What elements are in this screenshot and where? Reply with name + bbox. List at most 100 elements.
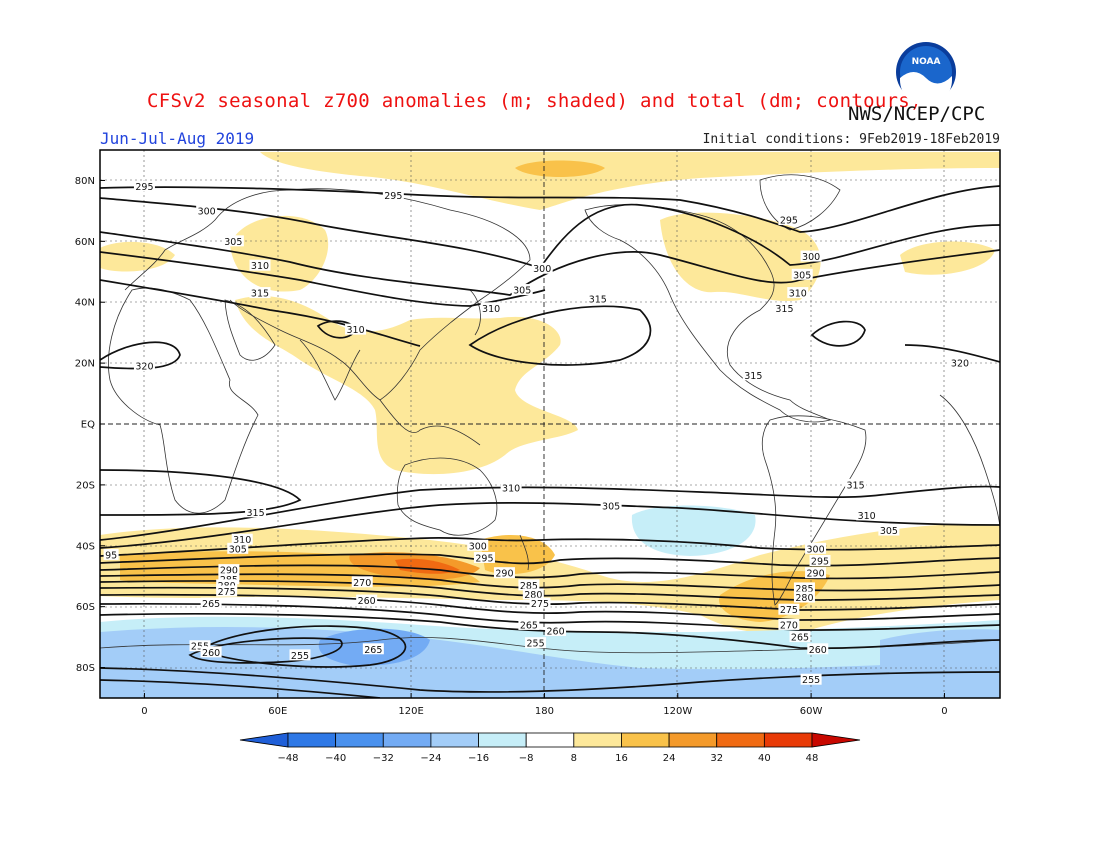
contour-label-bg — [200, 646, 222, 658]
colorbar-segment — [382, 732, 432, 748]
lon-tick-label: 180 — [535, 706, 554, 717]
contour-label-bg — [218, 573, 240, 585]
contour-label: 315 — [775, 304, 793, 315]
coast-india — [299, 339, 361, 401]
colorbar-tick-label: −32 — [373, 753, 394, 764]
contour-label-bg — [493, 567, 515, 579]
contour-label-bg — [525, 637, 547, 649]
coast-new-zealand — [519, 534, 529, 571]
anomaly-north-america — [660, 212, 821, 302]
contour-285-south — [100, 573, 1000, 592]
coast-arabia — [224, 299, 276, 361]
lat-tick-label: 20S — [76, 480, 95, 491]
anomaly-arctic-band — [260, 152, 1000, 210]
coast-asia — [229, 188, 531, 401]
contour-label-bg — [949, 357, 971, 369]
contour-315-north — [100, 279, 421, 347]
coast-australia — [396, 457, 498, 536]
contour-label-bg — [133, 360, 155, 372]
contour-label: 295 — [780, 216, 798, 227]
contour-label: 315 — [251, 289, 269, 300]
contour-label: 300 — [806, 544, 824, 555]
lat-tick-label: 60S — [76, 602, 95, 613]
contour-label: 275 — [218, 587, 236, 598]
contour-label: 285 — [795, 584, 813, 595]
contour-label-bg — [231, 533, 253, 545]
contour-label: 310 — [789, 289, 807, 300]
contour-label: 295 — [135, 182, 153, 193]
coast-europe — [124, 189, 291, 291]
colorbar-tick-label: −8 — [519, 753, 534, 764]
contour-label: 305 — [224, 237, 242, 248]
contour-label: 275 — [780, 605, 798, 616]
colorbar-tick-label: −16 — [468, 753, 489, 764]
contour-label: 305 — [602, 502, 620, 513]
coast-se-asia — [379, 399, 481, 446]
contour-label: 305 — [513, 286, 531, 297]
contour-260-south — [100, 612, 1000, 650]
contour-label: 255 — [802, 675, 820, 686]
contour-label-bg — [500, 481, 522, 493]
longitude-axis: 0 60E 120E 180 120W 60W 0 — [141, 693, 948, 717]
colorbar-tick-label: 16 — [615, 753, 628, 764]
lat-tick-label: 40S — [76, 541, 95, 552]
contour-label-bg — [587, 293, 609, 305]
agency-credit: NWS/NCEP/CPC — [848, 103, 986, 125]
contour-label-bg — [289, 649, 311, 661]
contour-label: 310 — [482, 304, 500, 315]
contour-label: 255 — [191, 642, 209, 653]
anomaly-south-asia — [235, 296, 578, 475]
contour-315-pacific — [468, 305, 652, 366]
colorbar-segment — [716, 732, 765, 748]
contour-label-bg — [216, 579, 238, 591]
contour-label: 265 — [202, 599, 220, 610]
colorbar-tick-label: −24 — [420, 753, 441, 764]
colorbar-tick-label: −48 — [277, 753, 298, 764]
colorbar-segment — [287, 732, 337, 748]
lon-tick-label: 60W — [800, 706, 823, 717]
colorbar-segment — [621, 732, 670, 748]
contour-290-south — [100, 564, 1000, 580]
contour-320-atlantic — [904, 344, 1000, 363]
anomaly-south-pacific — [480, 535, 555, 575]
contour-label-bg — [249, 259, 271, 271]
contour-label: 305 — [880, 526, 898, 537]
lon-tick-label: 120E — [398, 706, 423, 717]
contour-label: 300 — [533, 264, 551, 275]
colorbar-tick-label: 8 — [571, 753, 577, 764]
contour-label-bg — [773, 302, 795, 314]
contour-label: 265 — [520, 620, 538, 631]
contour-label-bg — [351, 576, 373, 588]
contour-label: 280 — [524, 590, 542, 601]
latitude-axis: 80N 60N 40N 20N EQ 20S 40S 60S 80S — [75, 176, 105, 674]
lon-tick-label: 0 — [141, 706, 147, 717]
contour-label: 255 — [291, 651, 309, 662]
lon-tick-label: 60E — [268, 706, 287, 717]
contour-label-bg — [227, 542, 249, 554]
contour-265-south — [100, 602, 1000, 631]
contour-label-bg — [189, 640, 211, 652]
lat-tick-label: EQ — [81, 420, 95, 431]
colorbar-segment — [478, 732, 527, 748]
anomaly-southeast-pacific-neg — [631, 505, 756, 556]
contour-label: 275 — [531, 599, 549, 610]
coast-south-america — [761, 415, 867, 606]
contour-label-bg — [222, 235, 244, 247]
contour-label-bg — [382, 189, 404, 201]
contour-label: 260 — [546, 627, 564, 638]
colorbar-low-tip — [239, 732, 289, 748]
colorbar-segment — [525, 732, 575, 748]
contour-label: 310 — [251, 261, 269, 272]
contour-label-bg — [805, 542, 827, 554]
contour-label-bg — [473, 551, 495, 563]
contour-label-bg — [200, 597, 222, 609]
contour-label-bg — [807, 643, 829, 655]
noaa-logo-text: NOAA — [912, 57, 941, 67]
coast-africa — [108, 287, 259, 514]
contour-label: 310 — [858, 511, 876, 522]
coast-north-america — [584, 204, 832, 423]
contour-295-north — [100, 185, 1000, 233]
contour-label-bg — [103, 548, 119, 560]
